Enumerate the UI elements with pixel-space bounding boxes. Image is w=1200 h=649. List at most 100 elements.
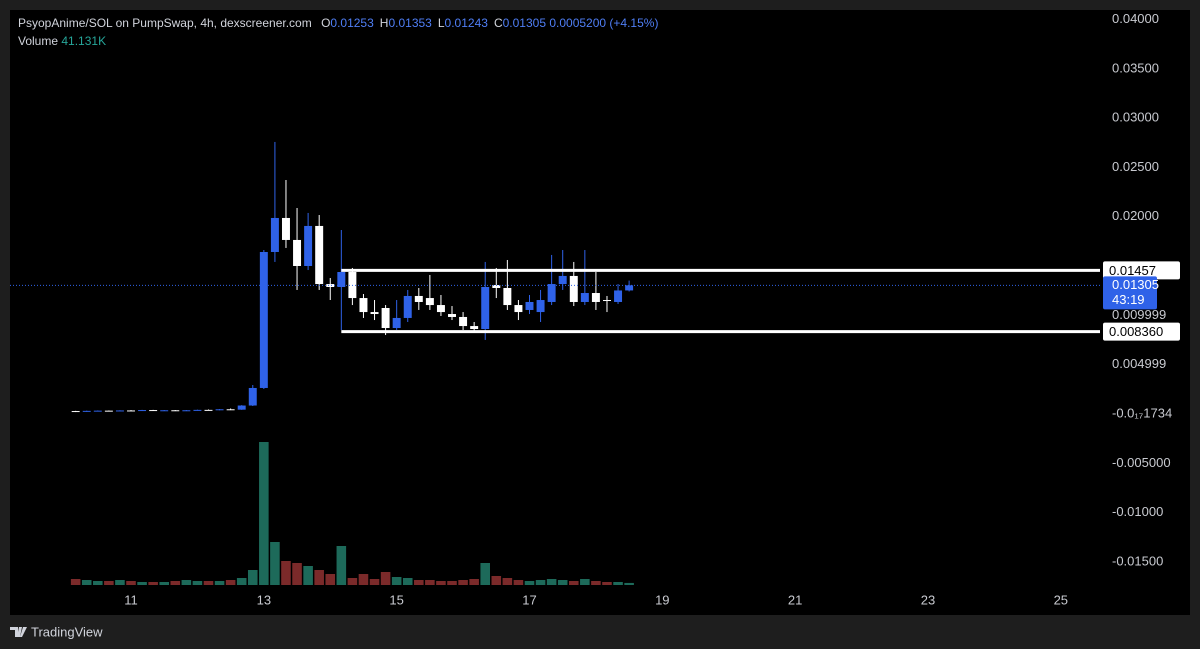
- candle-body: [215, 409, 224, 411]
- candle-body: [448, 314, 456, 317]
- header-line: PsyopAnime/SOL on PumpSwap, 4h, dexscree…: [18, 16, 658, 30]
- last-price-label: 0.01305: [1112, 277, 1159, 292]
- ohlc-label: H: [379, 16, 389, 30]
- volume-bar: [325, 574, 336, 585]
- volume-bar: [425, 580, 435, 585]
- candle-body: [115, 410, 124, 412]
- change-pct: (+4.15%): [609, 16, 659, 30]
- volume-legend: Volume 41.131K: [18, 34, 106, 48]
- volume-bar: [148, 582, 158, 585]
- y-tick-label: 0.004999: [1112, 356, 1166, 371]
- volume-bar: [491, 576, 502, 585]
- y-tick-label: 0.02000: [1112, 208, 1159, 223]
- volume-bar: [369, 579, 380, 585]
- candle-body: [82, 410, 91, 412]
- volume-value: 41.131K: [61, 34, 107, 48]
- volume-bar: [568, 581, 579, 585]
- volume-bar: [203, 581, 214, 585]
- candle-body: [171, 410, 180, 412]
- volume-bar: [524, 581, 535, 585]
- volume-bar: [115, 580, 125, 585]
- volume-bar: [192, 581, 203, 585]
- x-tick-label: 13: [257, 592, 271, 607]
- price-label: 0.008360: [1109, 324, 1163, 339]
- candle-body: [127, 410, 135, 412]
- x-tick-label: 11: [124, 592, 138, 607]
- volume-bar: [502, 578, 513, 585]
- candle-body: [481, 286, 490, 330]
- volume-bar: [225, 580, 236, 585]
- logo-icon: [10, 627, 27, 637]
- volume-bar: [137, 582, 147, 585]
- change: 0.0005200: [549, 16, 607, 30]
- candle-body: [237, 405, 246, 410]
- y-tick-label: -0.01500: [1112, 553, 1163, 568]
- candle-body: [359, 298, 368, 313]
- candle-body: [602, 300, 611, 302]
- volume-bar: [214, 581, 225, 585]
- candle-body: [93, 410, 102, 412]
- volume-name: Volume: [18, 34, 59, 48]
- candle-body: [436, 305, 445, 313]
- volume-bar: [104, 581, 114, 585]
- x-tick-label: 15: [389, 592, 403, 607]
- volume-bar: [281, 561, 291, 585]
- candle-body: [392, 317, 401, 329]
- candle-body: [459, 316, 468, 327]
- candle-body: [381, 308, 390, 329]
- volume-bar: [480, 563, 491, 585]
- y-tick-label: 0.009999: [1112, 307, 1166, 322]
- volume-bar: [535, 580, 546, 585]
- price-label-box: [1103, 261, 1180, 280]
- candle-body: [525, 301, 534, 310]
- candle-body: [138, 410, 147, 412]
- volume-bar: [236, 578, 247, 585]
- x-tick-label: 19: [655, 592, 669, 607]
- ohlc-label: L: [437, 16, 445, 30]
- candle-body: [315, 225, 324, 285]
- candle-body: [591, 293, 600, 302]
- volume-bar: [70, 579, 81, 585]
- ohlc-value: 0.01243: [444, 16, 488, 30]
- footer-bar: [0, 615, 1200, 649]
- candle-body: [270, 217, 279, 252]
- candle-body: [503, 287, 512, 306]
- ohlc-value: 0.01253: [330, 16, 374, 30]
- volume-bar: [624, 582, 634, 585]
- volume-bar: [336, 546, 347, 585]
- candle-body: [293, 239, 302, 266]
- volume-bar: [347, 578, 358, 585]
- price-label: 0.01457: [1109, 263, 1156, 278]
- branding: TradingView: [31, 624, 103, 639]
- volume-bar: [414, 580, 424, 585]
- volume-bar: [602, 582, 612, 585]
- candle-body: [259, 251, 268, 388]
- y-tick-label: -0.0₁₇1734: [1112, 405, 1172, 420]
- candle-body: [492, 285, 501, 288]
- candle-body: [514, 305, 523, 313]
- y-tick-label: -0.01000: [1112, 504, 1163, 519]
- candle-body: [204, 409, 213, 411]
- candle-body: [193, 409, 202, 411]
- volume-bar: [391, 577, 402, 585]
- volume-bar: [270, 542, 280, 585]
- candle-body: [625, 285, 634, 291]
- candle-body: [403, 295, 412, 318]
- volume-bar: [469, 579, 479, 585]
- volume-bar: [259, 442, 269, 585]
- x-tick-label: 25: [1054, 592, 1068, 607]
- volume-bar: [303, 566, 313, 585]
- candle-body: [149, 410, 158, 412]
- x-tick-label: 23: [921, 592, 935, 607]
- candle-body: [425, 298, 434, 306]
- volume-bar: [436, 581, 446, 585]
- candle-body: [226, 409, 235, 411]
- volume-bar: [447, 581, 457, 585]
- volume-bar: [126, 581, 136, 585]
- volume-bar: [613, 582, 623, 585]
- volume-bar: [458, 580, 468, 585]
- volume-bar: [380, 572, 391, 585]
- volume-bar: [81, 580, 92, 585]
